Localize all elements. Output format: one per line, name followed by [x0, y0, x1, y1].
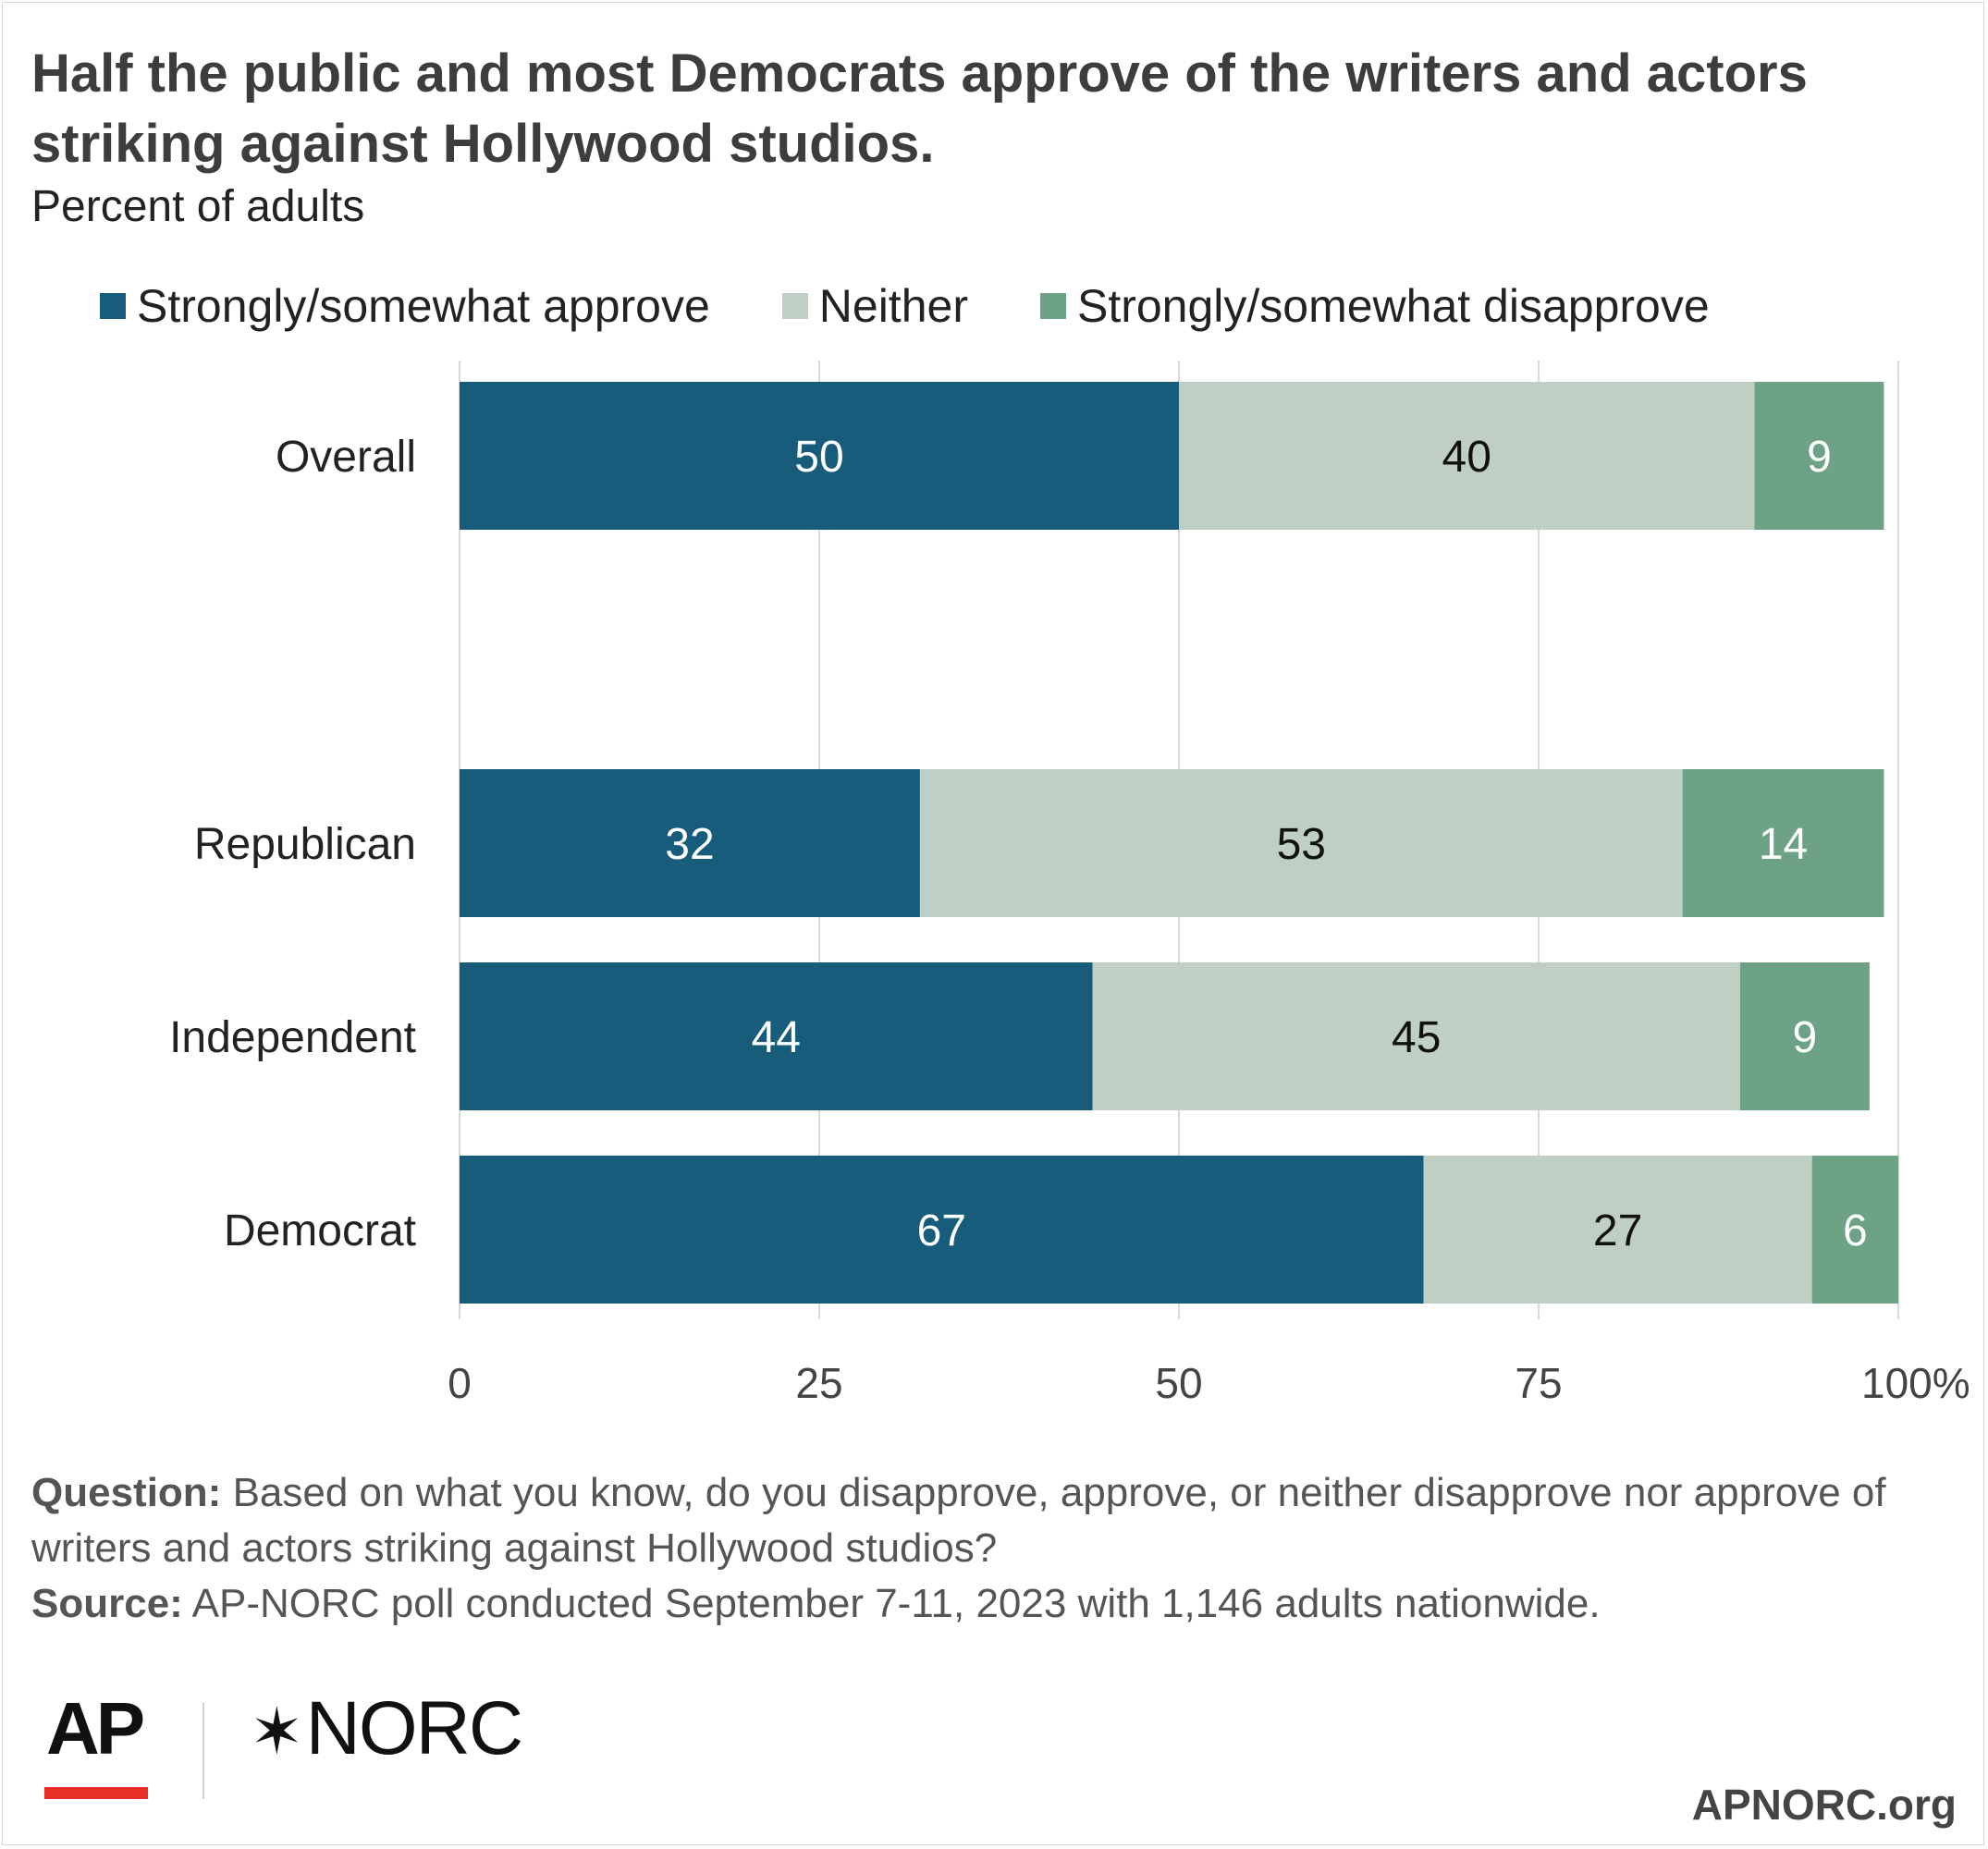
source-text: AP-NORC poll conducted September 7-11, 2…	[191, 1581, 1601, 1626]
data-label-overall-series-2: 9	[1807, 433, 1832, 482]
legend-label-approve: Strongly/somewhat approve	[137, 280, 710, 332]
bar-overall-series-1	[1179, 382, 1755, 530]
bar-independent-series-2	[1739, 962, 1870, 1110]
legend-swatch-approve	[100, 293, 126, 319]
chart-title: Half the public and most Democrats appro…	[31, 43, 1808, 174]
site-url: APNORC.org	[1691, 1781, 1957, 1829]
data-label-overall-series-1: 40	[1442, 433, 1491, 482]
data-label-republican-series-1: 53	[1277, 820, 1326, 869]
data-label-democrat-series-0: 67	[917, 1206, 966, 1255]
logo-divider	[202, 1703, 204, 1799]
question-text: Based on what you know, do you disapprov…	[31, 1470, 1886, 1571]
bar-independent-series-0	[460, 962, 1093, 1110]
chart-notes: Question: Based on what you know, do you…	[31, 1465, 1955, 1632]
bar-overall-series-0	[460, 382, 1179, 530]
category-label-overall: Overall	[276, 433, 416, 482]
bar-republican-series-1	[919, 769, 1683, 917]
x-tick-label-100: 100%	[1861, 1359, 1970, 1407]
legend-swatch-neither	[781, 293, 808, 319]
data-label-republican-series-0: 32	[665, 820, 714, 869]
data-label-democrat-series-1: 27	[1593, 1206, 1642, 1255]
question-label: Question:	[31, 1470, 222, 1515]
bar-democrat-series-2	[1811, 1156, 1898, 1304]
norc-logo: ✶NORC	[250, 1691, 523, 1769]
data-label-republican-series-2: 14	[1759, 820, 1808, 869]
legend-item-approve: Strongly/somewhat approve	[100, 279, 710, 333]
bar-democrat-series-1	[1423, 1156, 1812, 1304]
x-tick-label-25: 25	[795, 1359, 842, 1407]
category-label-independent: Independent	[169, 1013, 416, 1062]
bar-republican-series-2	[1682, 769, 1884, 917]
ap-logo: AP	[46, 1687, 145, 1769]
stacked-bar-chart: Overall 50 40 9 Republican 32 53 14 Independent 4…	[169, 361, 1970, 1407]
bar-independent-series-1	[1092, 962, 1740, 1110]
data-label-overall-series-0: 50	[794, 433, 843, 482]
bar-democrat-series-0	[460, 1156, 1424, 1304]
category-label-democrat: Democrat	[224, 1206, 416, 1255]
x-tick-label-0: 0	[448, 1359, 472, 1407]
ap-logo-underline	[44, 1787, 148, 1799]
legend-label-disapprove: Strongly/somewhat disapprove	[1076, 280, 1710, 332]
source-note: Source: AP-NORC poll conducted September…	[31, 1576, 1955, 1632]
data-label-independent-series-0: 44	[752, 1013, 801, 1062]
chart-subtitle: Percent of adults	[31, 182, 365, 231]
x-tick-label-75: 75	[1515, 1359, 1562, 1407]
x-tick-label-50: 50	[1155, 1359, 1202, 1407]
norc-star-icon: ✶	[250, 1696, 304, 1768]
data-label-independent-series-2: 9	[1793, 1013, 1818, 1062]
legend-item-disapprove: Strongly/somewhat disapprove	[1039, 279, 1710, 333]
bar-republican-series-0	[460, 769, 920, 917]
data-label-democrat-series-2: 6	[1843, 1206, 1868, 1255]
norc-logo-text: NORC	[305, 1686, 523, 1770]
legend-swatch-disapprove	[1039, 293, 1066, 319]
legend: Strongly/somewhat approve Neither Strong…	[100, 279, 1710, 333]
source-label: Source:	[31, 1581, 183, 1626]
question-note: Question: Based on what you know, do you…	[31, 1465, 1955, 1576]
data-label-independent-series-1: 45	[1392, 1013, 1441, 1062]
bar-overall-series-2	[1754, 382, 1884, 530]
legend-label-neither: Neither	[818, 280, 968, 332]
category-label-republican: Republican	[194, 820, 416, 869]
legend-item-neither: Neither	[781, 279, 968, 333]
